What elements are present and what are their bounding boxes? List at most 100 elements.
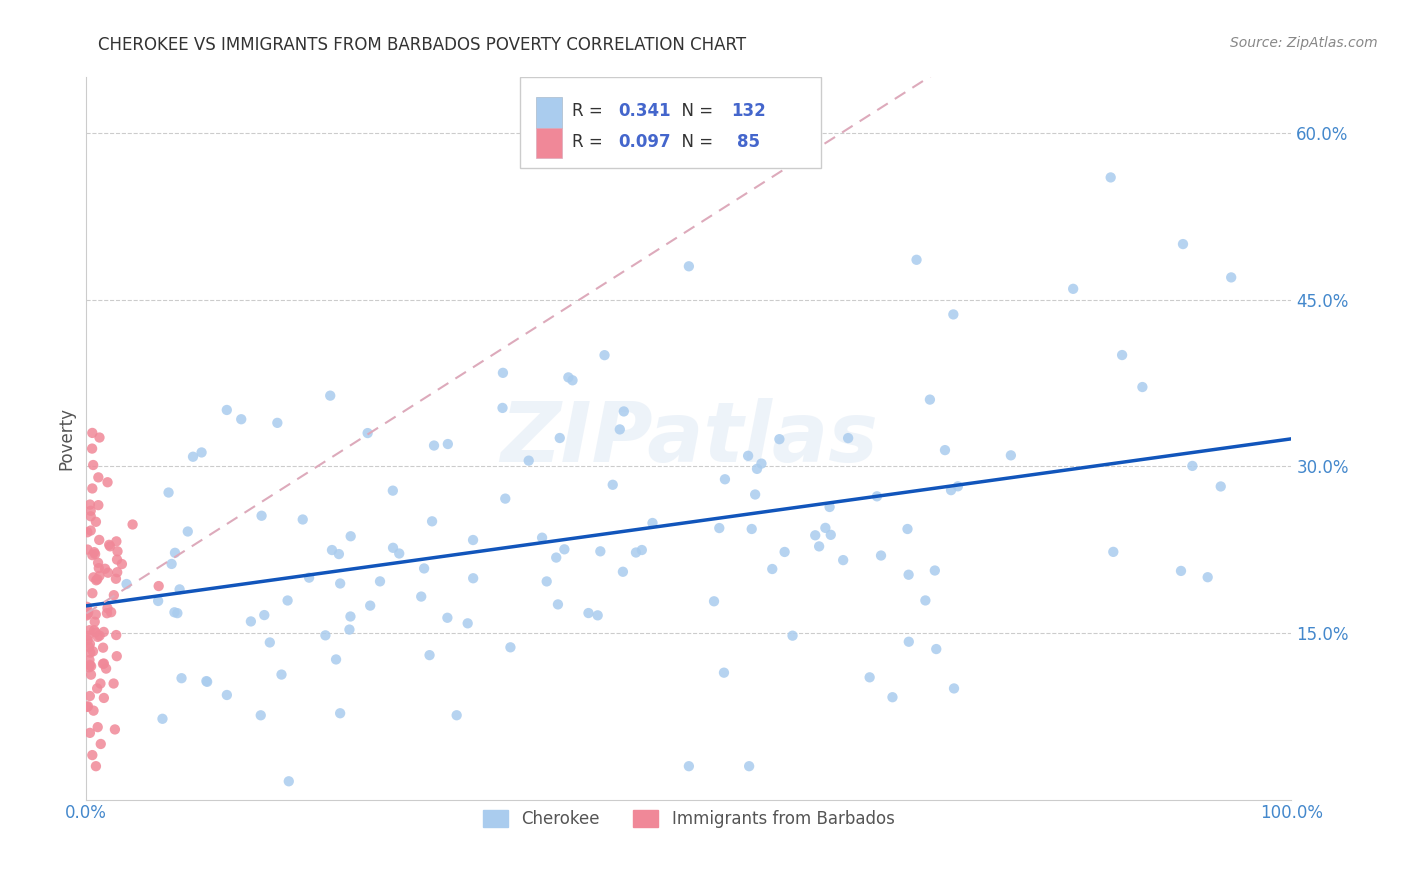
Point [79,689,101,703]
Point [98,539,121,553]
Point [111,557,134,571]
Point [190,445,212,459]
Point [266,416,288,430]
Point [814,521,837,535]
Point [593,348,616,362]
Point [548,431,571,445]
Point [1102,545,1125,559]
Point [98,538,121,552]
Point [546,550,568,565]
Point [104,723,127,737]
Point [517,453,540,467]
Point [105,565,128,579]
Point [80,509,103,524]
Point [270,667,292,681]
Point [86,720,108,734]
Point [83,570,105,584]
Point [84,515,107,529]
Point [368,574,391,589]
Point [382,541,405,555]
Point [837,431,859,445]
Point [77,605,100,619]
Point [105,649,128,664]
Point [419,648,441,662]
Point [437,437,460,451]
Point [82,482,104,496]
Point [89,569,111,583]
Point [461,533,484,547]
Point [103,676,125,690]
Point [624,545,647,559]
Point [79,726,101,740]
Point [93,690,115,705]
Bar [536,128,562,159]
Point [82,586,104,600]
Point [163,605,186,619]
Point [859,670,882,684]
Point [169,582,191,597]
Point [79,624,101,638]
Point [79,657,101,672]
Point [896,522,918,536]
Point [76,633,98,648]
Point [83,704,105,718]
Point [231,412,253,426]
Point [93,624,115,639]
Point [356,426,378,441]
Point [494,491,516,506]
Point [239,615,262,629]
Point [709,521,731,535]
Bar [536,97,562,128]
Point [195,674,218,689]
Point [761,562,783,576]
Point [321,543,343,558]
Point [804,528,827,542]
Point [768,432,790,446]
Point [589,544,612,558]
Point [914,593,936,607]
Point [531,531,554,545]
Point [946,479,969,493]
Text: 0.341: 0.341 [617,102,671,120]
Point [339,529,361,543]
Point [84,574,107,588]
Point [905,252,928,267]
Point [83,545,105,559]
Point [82,458,104,472]
Point [77,699,100,714]
Point [411,590,433,604]
Point [1000,448,1022,462]
Point [613,404,636,418]
Point [86,572,108,586]
Point [105,628,128,642]
Point [1132,380,1154,394]
Point [291,512,314,526]
Text: CHEROKEE VS IMMIGRANTS FROM BARBADOS POVERTY CORRELATION CHART: CHEROKEE VS IMMIGRANTS FROM BARBADOS POV… [98,36,747,54]
Point [76,525,98,540]
Point [561,373,583,387]
Point [82,425,104,440]
Point [84,547,107,561]
Point [121,517,143,532]
Point [388,547,411,561]
Point [170,671,193,685]
Point [80,504,103,518]
Point [882,690,904,705]
Text: R =: R = [572,133,607,151]
Point [87,498,110,512]
Point [328,547,350,561]
Point [152,712,174,726]
Point [1111,348,1133,362]
Point [77,640,100,654]
Text: N =: N = [671,133,718,151]
Point [578,606,600,620]
Point [536,574,558,589]
Point [703,594,725,608]
Point [918,392,941,407]
Point [163,546,186,560]
Point [741,522,763,536]
Point [80,524,103,538]
Point [329,706,352,721]
Point [737,449,759,463]
Point [314,628,336,642]
